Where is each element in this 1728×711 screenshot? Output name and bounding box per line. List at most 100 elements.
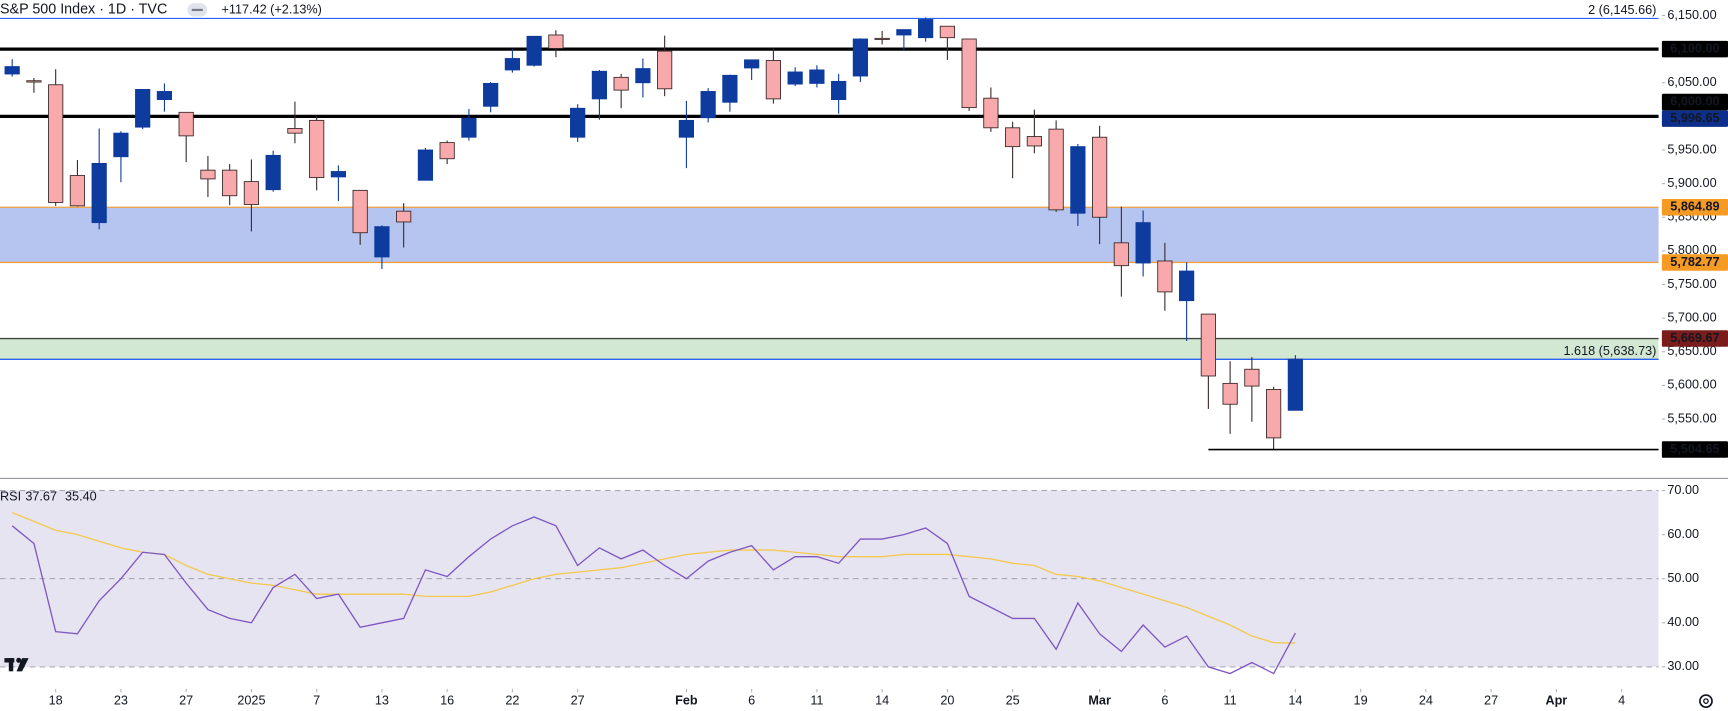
x-tick-label: 27: [179, 693, 193, 707]
zone: [0, 338, 1659, 360]
x-tick-label: Feb: [675, 693, 698, 707]
y-tick-label: 5,900.00: [1667, 176, 1716, 190]
candle-body: [91, 163, 107, 224]
y-tick-label: 5,700.00: [1667, 310, 1716, 324]
y-tick-label: 60.00: [1667, 527, 1699, 541]
candle-body: [1113, 242, 1129, 267]
candle-body: [396, 210, 412, 223]
candle-body: [983, 97, 999, 129]
candle-body: [874, 37, 890, 40]
x-tick-label: 6: [1161, 693, 1168, 707]
price-marker: [1661, 441, 1728, 458]
x-tick-label: 11: [810, 693, 823, 707]
candle-body: [374, 226, 390, 258]
candle-body: [635, 68, 651, 84]
candle-body: [504, 58, 521, 71]
candle-body: [1048, 128, 1064, 211]
candle-body: [1070, 146, 1086, 214]
candle-body: [918, 19, 934, 39]
x-tick-label: 11: [1224, 693, 1237, 707]
candle-body: [548, 34, 564, 49]
candle-body: [4, 66, 20, 75]
candle-body: [1135, 222, 1151, 264]
candle-body: [222, 169, 238, 197]
y-tick-label: 5,750.00: [1667, 277, 1716, 291]
candle-body: [461, 117, 477, 138]
y-tick-label: 6,150.00: [1667, 8, 1716, 22]
x-tick-label: 25: [1006, 693, 1020, 707]
chart-title: S&P 500 Index · 1D · TVC: [0, 2, 167, 18]
y-tick-label: 40.00: [1667, 615, 1699, 629]
rsi-value: 37.67: [25, 489, 57, 503]
x-tick-label: 4: [1618, 693, 1625, 707]
x-tick-label: 13: [375, 693, 389, 707]
candle-body: [417, 149, 434, 181]
y-tick-label: 5,600.00: [1667, 378, 1716, 392]
price-marker-label: 5,996.65: [1670, 111, 1719, 125]
candle-body: [809, 69, 825, 84]
logo-part: [16, 657, 22, 663]
candle-body: [939, 25, 955, 39]
settings-icon[interactable]: [1699, 694, 1713, 708]
candle-body: [896, 29, 912, 36]
candle-body: [48, 84, 64, 203]
zone: [0, 207, 1659, 263]
x-tick-label: 23: [114, 693, 128, 707]
collapse-icon: [191, 8, 203, 12]
y-tick-label: 30.00: [1667, 659, 1699, 673]
x-tick-label: 18: [49, 693, 63, 707]
x-tick-label: 7: [313, 693, 320, 707]
x-tick-label: 24: [1419, 693, 1433, 707]
y-tick-label: 5,550.00: [1667, 411, 1716, 425]
price-marker-label: 6,100.00: [1670, 41, 1719, 55]
price-marker-label: 6,000.00: [1670, 94, 1719, 108]
candle-body: [26, 80, 42, 83]
x-tick-label: 6: [748, 693, 755, 707]
level-label: 1.618 (5,638.73): [1563, 344, 1656, 358]
x-tick-label: Mar: [1088, 693, 1111, 707]
price-marker: [1661, 254, 1728, 271]
x-tick-label: 27: [1484, 693, 1498, 707]
price-marker: [1661, 110, 1728, 127]
back-layer: 5,550.00 5,600.00 5,650.00 5,700.00 5,750.00…: [0, 8, 1717, 707]
price-marker-label: 5,782.77: [1670, 255, 1719, 269]
candle-body: [439, 142, 455, 160]
candle-body: [700, 91, 716, 119]
x-tick-label: 14: [875, 693, 889, 707]
candle-body: [1092, 136, 1108, 218]
candle-body: [1287, 358, 1303, 411]
y-tick-label: 5,650.00: [1667, 344, 1716, 358]
x-tick-label: 22: [505, 693, 519, 707]
y-tick-label: 5,950.00: [1667, 142, 1716, 156]
candle-body: [69, 175, 86, 207]
price-marker: [1661, 93, 1728, 111]
candle-body: [287, 128, 303, 134]
price-marker: [1661, 198, 1728, 216]
y-tick-label: 70.00: [1667, 483, 1699, 497]
front-layer: 2 (6,145.66) 1.618 (5,638.73) 6,100.00 5,99…: [1563, 3, 1728, 458]
candle-body: [765, 60, 781, 100]
x-tick-label: 16: [440, 693, 454, 707]
candle-body: [722, 74, 738, 103]
candle-body: [1200, 313, 1216, 377]
x-tick-label: 20: [940, 693, 954, 707]
candle-body: [852, 38, 868, 77]
mid-layer: [0, 17, 1659, 675]
rsi-title: RSI: [0, 489, 21, 503]
rsi-ma-value: 35.40: [65, 489, 97, 503]
candle-body: [1179, 270, 1195, 302]
rsi-line: [11, 511, 1296, 644]
y-tick-label: 50.00: [1667, 571, 1699, 585]
candle-body: [961, 38, 977, 109]
candle-body: [113, 132, 129, 158]
x-tick-label: 14: [1288, 693, 1302, 707]
candle-body: [744, 59, 760, 69]
candle-body: [265, 154, 281, 191]
candle-body: [526, 35, 542, 66]
tv-logo: [4, 657, 29, 672]
candle-body: [787, 71, 803, 85]
candle-body: [678, 119, 694, 138]
gear-ring: [1699, 694, 1713, 708]
candle-body: [831, 80, 847, 100]
